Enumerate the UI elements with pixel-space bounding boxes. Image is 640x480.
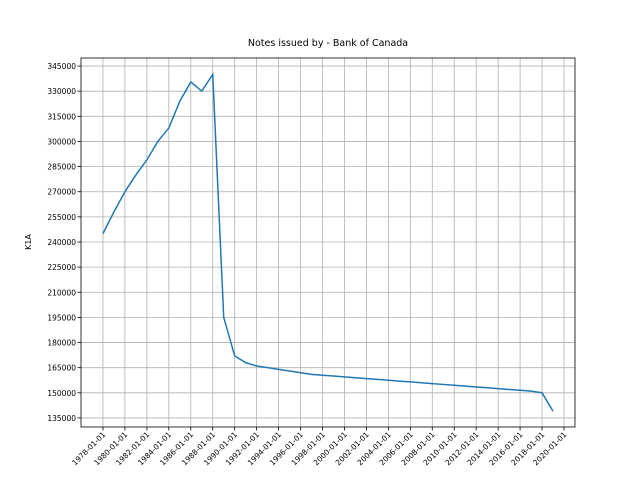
y-tick-label: 225000 <box>47 263 76 272</box>
y-tick-label: 330000 <box>47 87 76 96</box>
y-tick-label: 240000 <box>47 238 76 247</box>
y-tick-label: 300000 <box>47 137 76 146</box>
y-tick-label: 345000 <box>47 62 76 71</box>
chart-title: Notes issued by - Bank of Canada <box>248 38 408 49</box>
y-tick-label: 255000 <box>47 213 76 222</box>
y-tick-label: 285000 <box>47 163 76 172</box>
y-tick-label: 150000 <box>47 389 76 398</box>
y-tick-label: 315000 <box>47 112 76 121</box>
y-tick-label: 270000 <box>47 188 76 197</box>
y-tick-label: 165000 <box>47 364 76 373</box>
y-tick-label: 135000 <box>47 414 76 423</box>
y-tick-label: 210000 <box>47 288 76 297</box>
line-series <box>102 72 554 412</box>
y-axis-label: K1A <box>24 234 33 250</box>
y-tick-label: 180000 <box>47 339 76 348</box>
y-tick-label: 195000 <box>47 313 76 322</box>
plot-frame <box>80 57 576 428</box>
